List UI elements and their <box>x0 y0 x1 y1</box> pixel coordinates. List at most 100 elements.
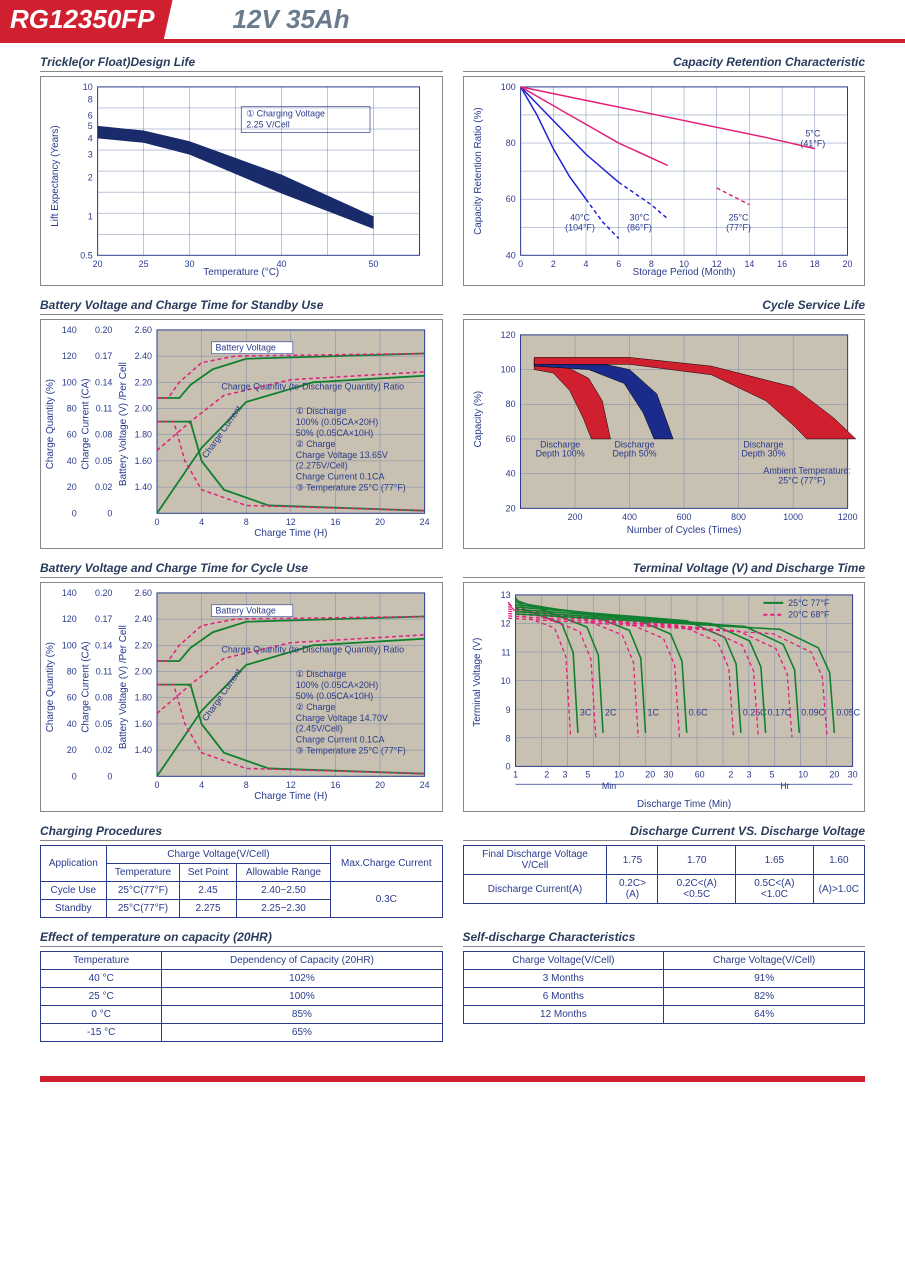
svg-text:Battery Voltage (V) /Per Cell: Battery Voltage (V) /Per Cell <box>118 625 129 749</box>
svg-text:20: 20 <box>375 780 385 790</box>
svg-text:Charge Time (H): Charge Time (H) <box>254 791 327 802</box>
table-temp: TemperatureDependency of Capacity (20HR)… <box>40 951 443 1042</box>
svg-text:1.80: 1.80 <box>135 430 152 440</box>
svg-text:16: 16 <box>777 259 787 269</box>
svg-text:2.20: 2.20 <box>135 377 152 387</box>
svg-text:Charge Voltage 14.70V: Charge Voltage 14.70V <box>296 713 388 723</box>
svg-text:0.6C: 0.6C <box>688 708 707 718</box>
svg-text:(77°F): (77°F) <box>726 223 751 233</box>
svg-text:10: 10 <box>614 769 624 779</box>
svg-text:25°C: 25°C <box>728 213 748 223</box>
svg-text:0.17C: 0.17C <box>767 708 791 718</box>
svg-text:0: 0 <box>107 508 112 518</box>
svg-text:40: 40 <box>67 456 77 466</box>
svg-text:0: 0 <box>155 780 160 790</box>
svg-text:Capacity Retention Ratio (%): Capacity Retention Ratio (%) <box>473 107 484 235</box>
svg-text:0.5: 0.5 <box>80 250 92 260</box>
svg-text:5: 5 <box>769 769 774 779</box>
svg-text:0: 0 <box>72 508 77 518</box>
svg-text:0.11: 0.11 <box>96 403 113 413</box>
model-badge: RG12350FP <box>0 0 173 39</box>
svg-text:0.11: 0.11 <box>96 666 113 676</box>
svg-text:Depth 100%: Depth 100% <box>535 449 584 459</box>
svg-text:2.40: 2.40 <box>135 614 152 624</box>
svg-text:0.05: 0.05 <box>95 456 112 466</box>
svg-text:20°C 68°F: 20°C 68°F <box>788 610 830 620</box>
svg-text:Hr: Hr <box>780 781 789 791</box>
svg-text:Lift Expectancy (Years): Lift Expectancy (Years) <box>50 125 61 226</box>
svg-text:600: 600 <box>676 512 691 522</box>
svg-text:Charge Quantity (to-Discharge: Charge Quantity (to-Discharge Quantity) … <box>221 381 404 391</box>
chart1: 0.51234568102025304050① Charging Voltage… <box>40 76 443 286</box>
svg-text:20: 20 <box>93 259 103 269</box>
svg-text:Charge Current 0.1CA: Charge Current 0.1CA <box>296 735 385 745</box>
svg-text:800: 800 <box>731 512 746 522</box>
svg-text:Battery Voltage (V) /Per Cell: Battery Voltage (V) /Per Cell <box>118 362 129 486</box>
svg-text:0.08: 0.08 <box>95 693 112 703</box>
svg-text:12: 12 <box>500 619 510 629</box>
svg-text:16: 16 <box>330 517 340 527</box>
svg-text:1: 1 <box>88 211 93 221</box>
svg-text:Terminal Voltage (V): Terminal Voltage (V) <box>471 638 482 727</box>
svg-text:16: 16 <box>330 780 340 790</box>
svg-text:Charge Quantity (%): Charge Quantity (%) <box>45 379 56 469</box>
svg-text:20: 20 <box>67 745 77 755</box>
svg-text:Ambient Temperature:: Ambient Temperature: <box>763 466 850 476</box>
svg-text:14: 14 <box>744 259 754 269</box>
svg-text:Capacity (%): Capacity (%) <box>472 391 483 448</box>
svg-text:2.00: 2.00 <box>135 403 152 413</box>
svg-text:4: 4 <box>583 259 588 269</box>
svg-text:0.14: 0.14 <box>95 640 112 650</box>
svg-text:0: 0 <box>155 517 160 527</box>
table-charging: ApplicationCharge Voltage(V/Cell)Max.Cha… <box>40 845 443 918</box>
svg-text:Battery Voltage: Battery Voltage <box>215 343 275 353</box>
svg-text:40: 40 <box>505 250 515 260</box>
table-temp-title: Effect of temperature on capacity (20HR) <box>40 930 443 947</box>
svg-text:2: 2 <box>550 259 555 269</box>
svg-text:12: 12 <box>286 780 296 790</box>
svg-text:③ Temperature 25°C (77°F): ③ Temperature 25°C (77°F) <box>296 483 406 493</box>
svg-text:10: 10 <box>500 676 510 686</box>
svg-text:20: 20 <box>505 503 515 513</box>
svg-text:Charge Current (CA): Charge Current (CA) <box>81 641 92 732</box>
svg-text:① Charging Voltage: ① Charging Voltage <box>246 109 325 119</box>
svg-text:50% (0.05CA×10H): 50% (0.05CA×10H) <box>296 691 374 701</box>
svg-text:60: 60 <box>505 194 515 204</box>
svg-text:8: 8 <box>244 780 249 790</box>
page-header: RG12350FP 12V 35Ah <box>0 0 905 43</box>
svg-text:25°C 77°F: 25°C 77°F <box>788 598 830 608</box>
svg-text:1: 1 <box>513 769 518 779</box>
svg-text:120: 120 <box>500 330 515 340</box>
svg-text:4: 4 <box>199 780 204 790</box>
svg-text:2: 2 <box>728 769 733 779</box>
svg-text:0.14: 0.14 <box>95 377 112 387</box>
svg-text:2C: 2C <box>605 708 617 718</box>
svg-text:60: 60 <box>67 693 77 703</box>
svg-text:400: 400 <box>622 512 637 522</box>
svg-text:① Discharge: ① Discharge <box>296 669 347 679</box>
svg-text:Depth 30%: Depth 30% <box>741 449 785 459</box>
svg-text:2.00: 2.00 <box>135 666 152 676</box>
svg-text:2: 2 <box>88 172 93 182</box>
svg-text:2.20: 2.20 <box>135 640 152 650</box>
svg-text:13: 13 <box>500 590 510 600</box>
svg-text:20: 20 <box>375 517 385 527</box>
svg-text:5°C: 5°C <box>805 128 821 138</box>
svg-text:10: 10 <box>83 82 93 92</box>
svg-text:0.17: 0.17 <box>95 614 112 624</box>
svg-text:② Charge: ② Charge <box>296 439 336 449</box>
svg-text:3: 3 <box>562 769 567 779</box>
svg-text:8: 8 <box>88 94 93 104</box>
svg-text:(86°F): (86°F) <box>627 223 652 233</box>
svg-text:20: 20 <box>67 482 77 492</box>
svg-text:Storage Period (Month): Storage Period (Month) <box>632 267 735 278</box>
svg-text:0.05: 0.05 <box>95 719 112 729</box>
chart6-title: Terminal Voltage (V) and Discharge Time <box>463 561 866 578</box>
svg-text:② Charge: ② Charge <box>296 702 336 712</box>
svg-text:50: 50 <box>369 259 379 269</box>
svg-text:30°C: 30°C <box>629 213 649 223</box>
chart4-title: Cycle Service Life <box>463 298 866 315</box>
table-discharge: Final Discharge Voltage V/Cell1.751.701.… <box>463 845 866 904</box>
svg-text:80: 80 <box>505 399 515 409</box>
svg-text:1.40: 1.40 <box>135 745 152 755</box>
